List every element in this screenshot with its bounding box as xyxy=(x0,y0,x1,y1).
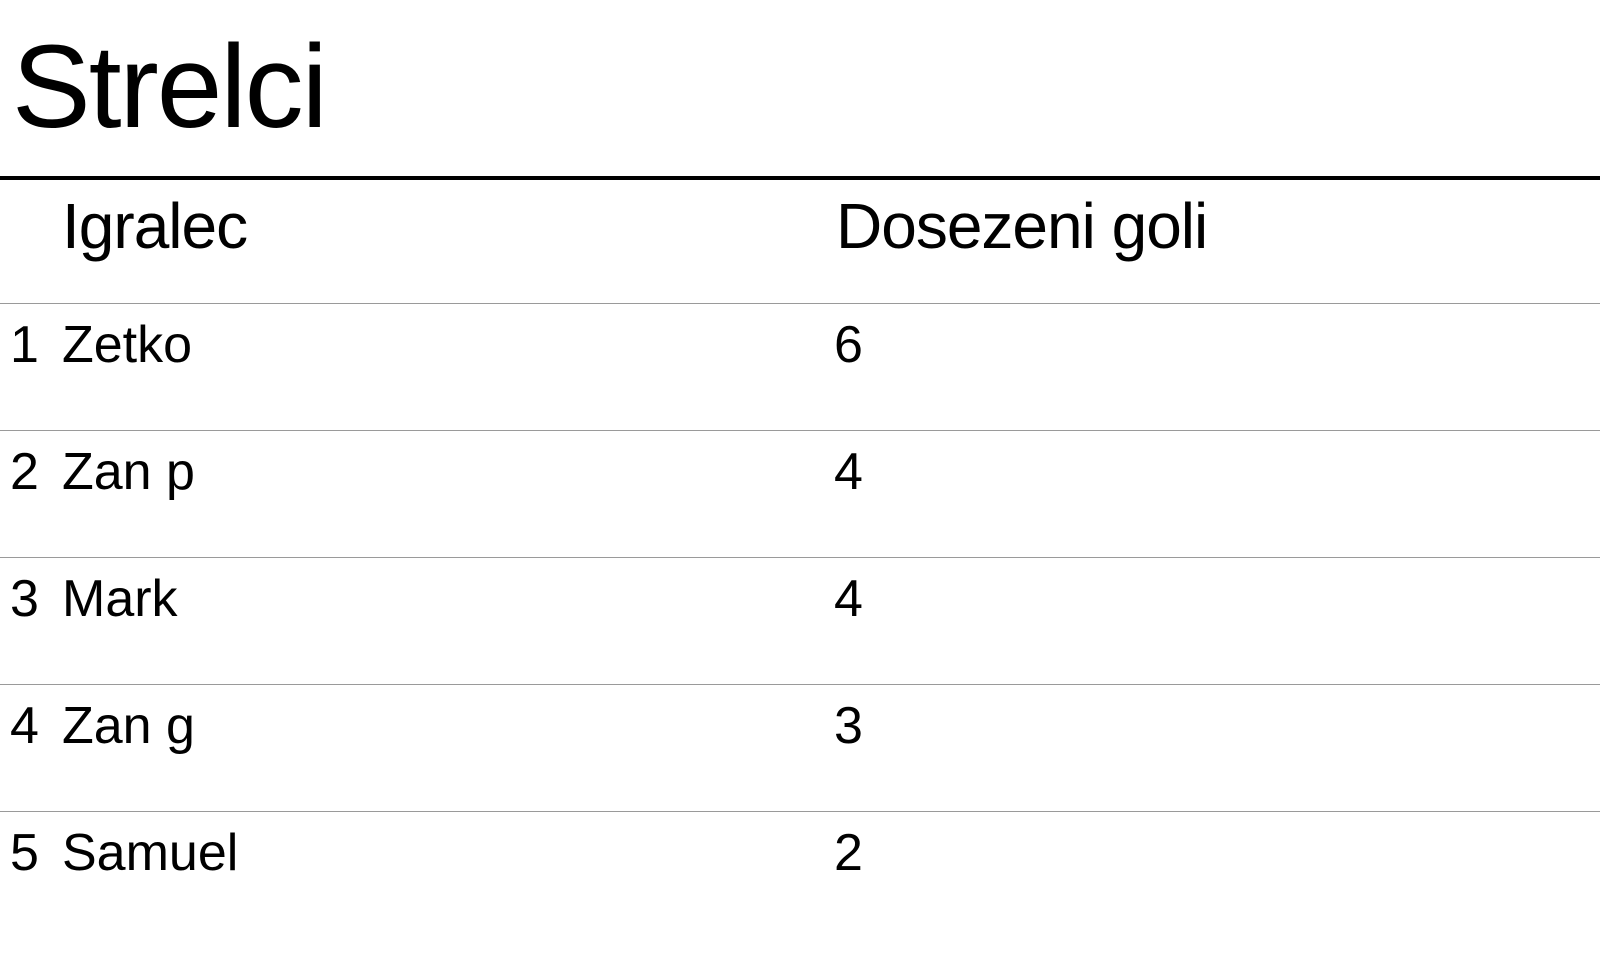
row-rank: 4 xyxy=(10,697,39,755)
row-goals: 3 xyxy=(834,697,863,755)
table-row: 2 Zan p 4 xyxy=(0,431,1600,558)
row-player-name: Samuel xyxy=(62,824,239,882)
row-rank: 2 xyxy=(10,443,39,501)
table-row: 5 Samuel 2 xyxy=(0,812,1600,939)
row-player-name: Zetko xyxy=(62,316,193,374)
column-header-goals: Dosezeni goli xyxy=(836,190,1208,262)
row-rank: 5 xyxy=(10,824,39,882)
row-player-name: Zan g xyxy=(62,697,195,755)
row-goals: 4 xyxy=(834,443,863,501)
page-title: Strelci xyxy=(12,21,328,153)
row-rank: 1 xyxy=(10,316,39,374)
scorers-table: Igralec Dosezeni goli 1 Zetko 6 2 Zan p … xyxy=(0,176,1600,939)
table-row: 1 Zetko 6 xyxy=(0,304,1600,431)
row-goals: 6 xyxy=(834,316,863,374)
row-player-name: Mark xyxy=(62,570,178,628)
table-header: Igralec Dosezeni goli xyxy=(0,176,1600,304)
row-rank: 3 xyxy=(10,570,39,628)
row-goals: 2 xyxy=(834,824,863,882)
table-row: 4 Zan g 3 xyxy=(0,685,1600,812)
row-player-name: Zan p xyxy=(62,443,195,501)
row-goals: 4 xyxy=(834,570,863,628)
table-row: 3 Mark 4 xyxy=(0,558,1600,685)
column-header-player: Igralec xyxy=(62,190,248,262)
